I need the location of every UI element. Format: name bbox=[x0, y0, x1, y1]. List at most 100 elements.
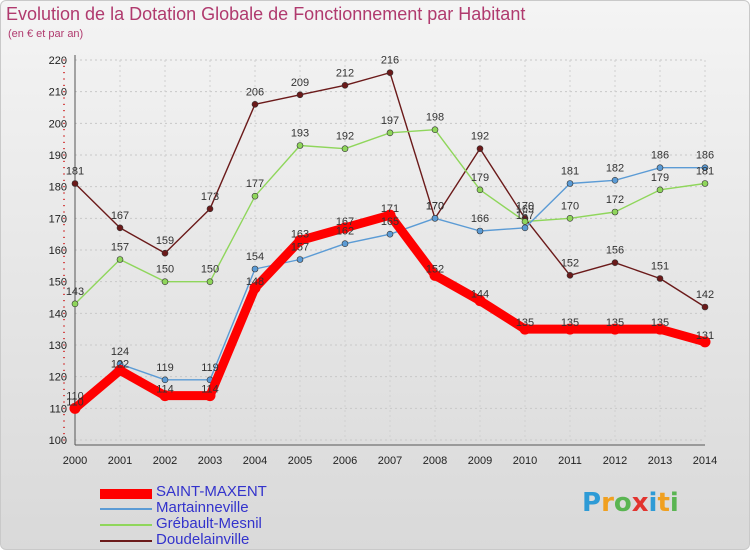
data-label: 177 bbox=[246, 178, 264, 190]
y-tick-label: 110 bbox=[49, 403, 67, 415]
legend-item-grebault-mesnil: Grébault-Mesnil bbox=[100, 515, 330, 532]
data-point bbox=[566, 180, 574, 187]
data-label: 135 bbox=[516, 317, 534, 329]
data-point bbox=[386, 129, 394, 137]
data-labels: 181 167 159 173 206 209 212 216 170 192 170 152 156 1… bbox=[66, 55, 714, 409]
data-point bbox=[251, 192, 259, 200]
data-point bbox=[251, 101, 259, 108]
data-label: 193 bbox=[291, 128, 309, 140]
data-point bbox=[114, 364, 126, 376]
y-tick-label: 200 bbox=[49, 118, 67, 130]
data-label: 119 bbox=[156, 362, 174, 374]
data-point bbox=[656, 186, 664, 194]
y-tick-label: 210 bbox=[49, 87, 67, 99]
legend-swatch bbox=[100, 524, 152, 526]
data-label: 167 bbox=[111, 210, 129, 222]
legend-swatch bbox=[100, 508, 152, 510]
data-point bbox=[71, 180, 79, 187]
data-point bbox=[341, 145, 349, 152]
data-point bbox=[476, 186, 484, 194]
data-point bbox=[341, 240, 349, 247]
data-label: 173 bbox=[201, 191, 219, 203]
y-tick-label: 160 bbox=[49, 245, 67, 257]
data-point bbox=[161, 376, 169, 384]
legend-item-martainneville: Martainneville bbox=[100, 499, 330, 516]
data-label: 192 bbox=[471, 131, 489, 143]
data-point bbox=[206, 278, 214, 285]
data-point bbox=[699, 336, 711, 348]
data-point bbox=[701, 303, 709, 311]
data-point bbox=[159, 390, 171, 402]
x-tick-label: 2006 bbox=[333, 455, 357, 467]
logo-letter: P bbox=[582, 488, 602, 518]
x-tick-label: 2003 bbox=[198, 455, 222, 467]
data-label: 156 bbox=[606, 245, 624, 257]
data-point bbox=[296, 91, 304, 99]
legend-label: SAINT-MAXENT bbox=[156, 483, 267, 500]
data-label: 152 bbox=[561, 257, 579, 269]
y-tick-label: 220 bbox=[49, 55, 67, 67]
data-label: 181 bbox=[696, 166, 714, 178]
data-point bbox=[701, 180, 709, 187]
data-label: 154 bbox=[246, 251, 264, 263]
data-point bbox=[609, 323, 621, 335]
proxiti-logo: Proxiti bbox=[582, 488, 679, 518]
data-label: 142 bbox=[696, 289, 714, 301]
data-label: 197 bbox=[381, 115, 399, 127]
data-label: 181 bbox=[561, 166, 579, 178]
data-point bbox=[656, 164, 664, 171]
data-label: 135 bbox=[561, 317, 579, 329]
x-tick-label: 2014 bbox=[693, 455, 717, 467]
data-label: 198 bbox=[426, 112, 444, 124]
data-point bbox=[116, 256, 124, 263]
data-point bbox=[339, 222, 351, 234]
data-label: 179 bbox=[471, 172, 489, 184]
y-tick-label: 130 bbox=[49, 340, 67, 352]
data-label: 170 bbox=[516, 200, 534, 212]
x-tick-label: 2000 bbox=[63, 455, 87, 467]
data-point bbox=[521, 218, 529, 225]
x-tick-label: 2004 bbox=[243, 455, 267, 467]
logo-letter: i bbox=[648, 488, 658, 518]
data-label: 110 bbox=[66, 390, 84, 402]
data-point bbox=[476, 227, 484, 235]
data-point bbox=[206, 205, 214, 213]
data-point bbox=[296, 142, 304, 149]
x-tick-label: 2001 bbox=[108, 455, 132, 467]
data-label: 171 bbox=[381, 203, 399, 215]
axes: 100 110 120 130 140 150 160 170 180 190 200 210 220 2… bbox=[49, 55, 717, 467]
data-point bbox=[341, 82, 349, 89]
legend: SAINT-MAXENT Martainneville Grébault-Mes… bbox=[100, 483, 330, 548]
data-point bbox=[296, 256, 304, 263]
legend-label: Martainneville bbox=[156, 499, 249, 516]
data-point bbox=[386, 69, 394, 76]
data-point bbox=[249, 282, 261, 294]
data-label: 172 bbox=[606, 194, 624, 206]
data-point bbox=[521, 224, 529, 232]
data-point bbox=[474, 295, 486, 307]
data-label: 110 bbox=[66, 396, 84, 408]
x-tick-label: 2012 bbox=[603, 455, 627, 467]
logo-letter: o bbox=[613, 488, 632, 518]
x-tick-label: 2005 bbox=[288, 455, 312, 467]
data-point bbox=[294, 235, 306, 246]
data-point bbox=[161, 249, 169, 257]
legend-item-doudelainville: Doudelainville bbox=[100, 531, 330, 548]
y-tick-label: 120 bbox=[49, 372, 67, 384]
data-label: 114 bbox=[201, 384, 219, 396]
x-tick-label: 2011 bbox=[558, 455, 582, 467]
data-label: 170 bbox=[561, 200, 579, 212]
data-label: 131 bbox=[696, 330, 714, 342]
data-label: 206 bbox=[246, 86, 264, 98]
data-point bbox=[429, 269, 441, 281]
data-point bbox=[386, 230, 394, 238]
y-tick-label: 190 bbox=[49, 150, 67, 162]
data-label: 159 bbox=[156, 235, 174, 247]
data-label: 186 bbox=[696, 150, 714, 162]
data-point bbox=[161, 278, 169, 285]
data-point bbox=[384, 209, 396, 221]
data-point bbox=[566, 215, 574, 222]
data-label: 170 bbox=[426, 200, 444, 212]
data-label: 166 bbox=[471, 213, 489, 225]
data-label: 169 bbox=[516, 204, 534, 216]
